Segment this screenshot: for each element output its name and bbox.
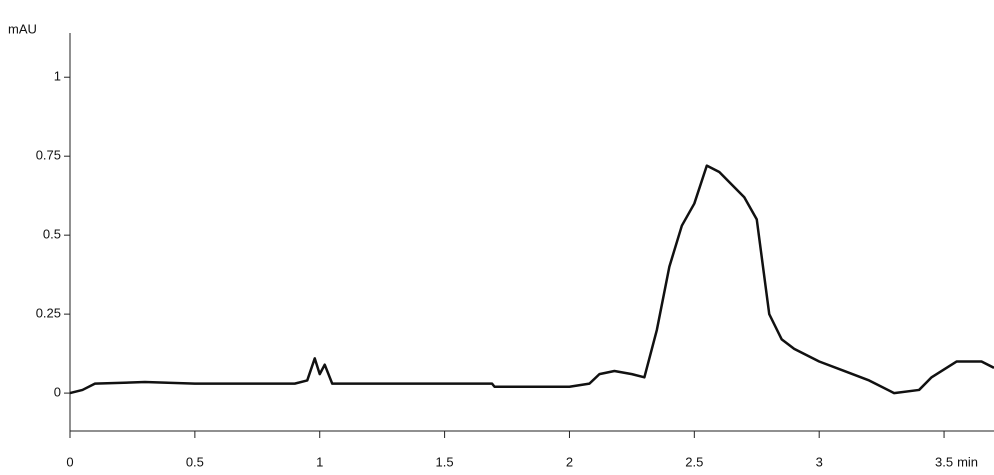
y-axis-label: mAU [8, 21, 37, 36]
x-tick-label: 0.5 [186, 454, 204, 469]
x-tick-label: 2 [566, 454, 573, 469]
x-tick-label: 3 [816, 454, 823, 469]
x-tick-label: 0 [66, 454, 73, 469]
y-tick-label: 0.5 [43, 227, 61, 242]
x-tick-label: 3.5 [935, 454, 953, 469]
x-tick-label: 1 [316, 454, 323, 469]
y-tick-label: 1 [54, 69, 61, 84]
x-tick-label: 2.5 [685, 454, 703, 469]
x-tick-label: 1.5 [436, 454, 454, 469]
y-tick-label: 0 [54, 385, 61, 400]
x-axis-label: min [957, 454, 978, 469]
chromatogram-line [69, 164, 994, 395]
y-tick-label: 0.25 [36, 306, 61, 321]
y-tick-label: 0.75 [36, 148, 61, 163]
